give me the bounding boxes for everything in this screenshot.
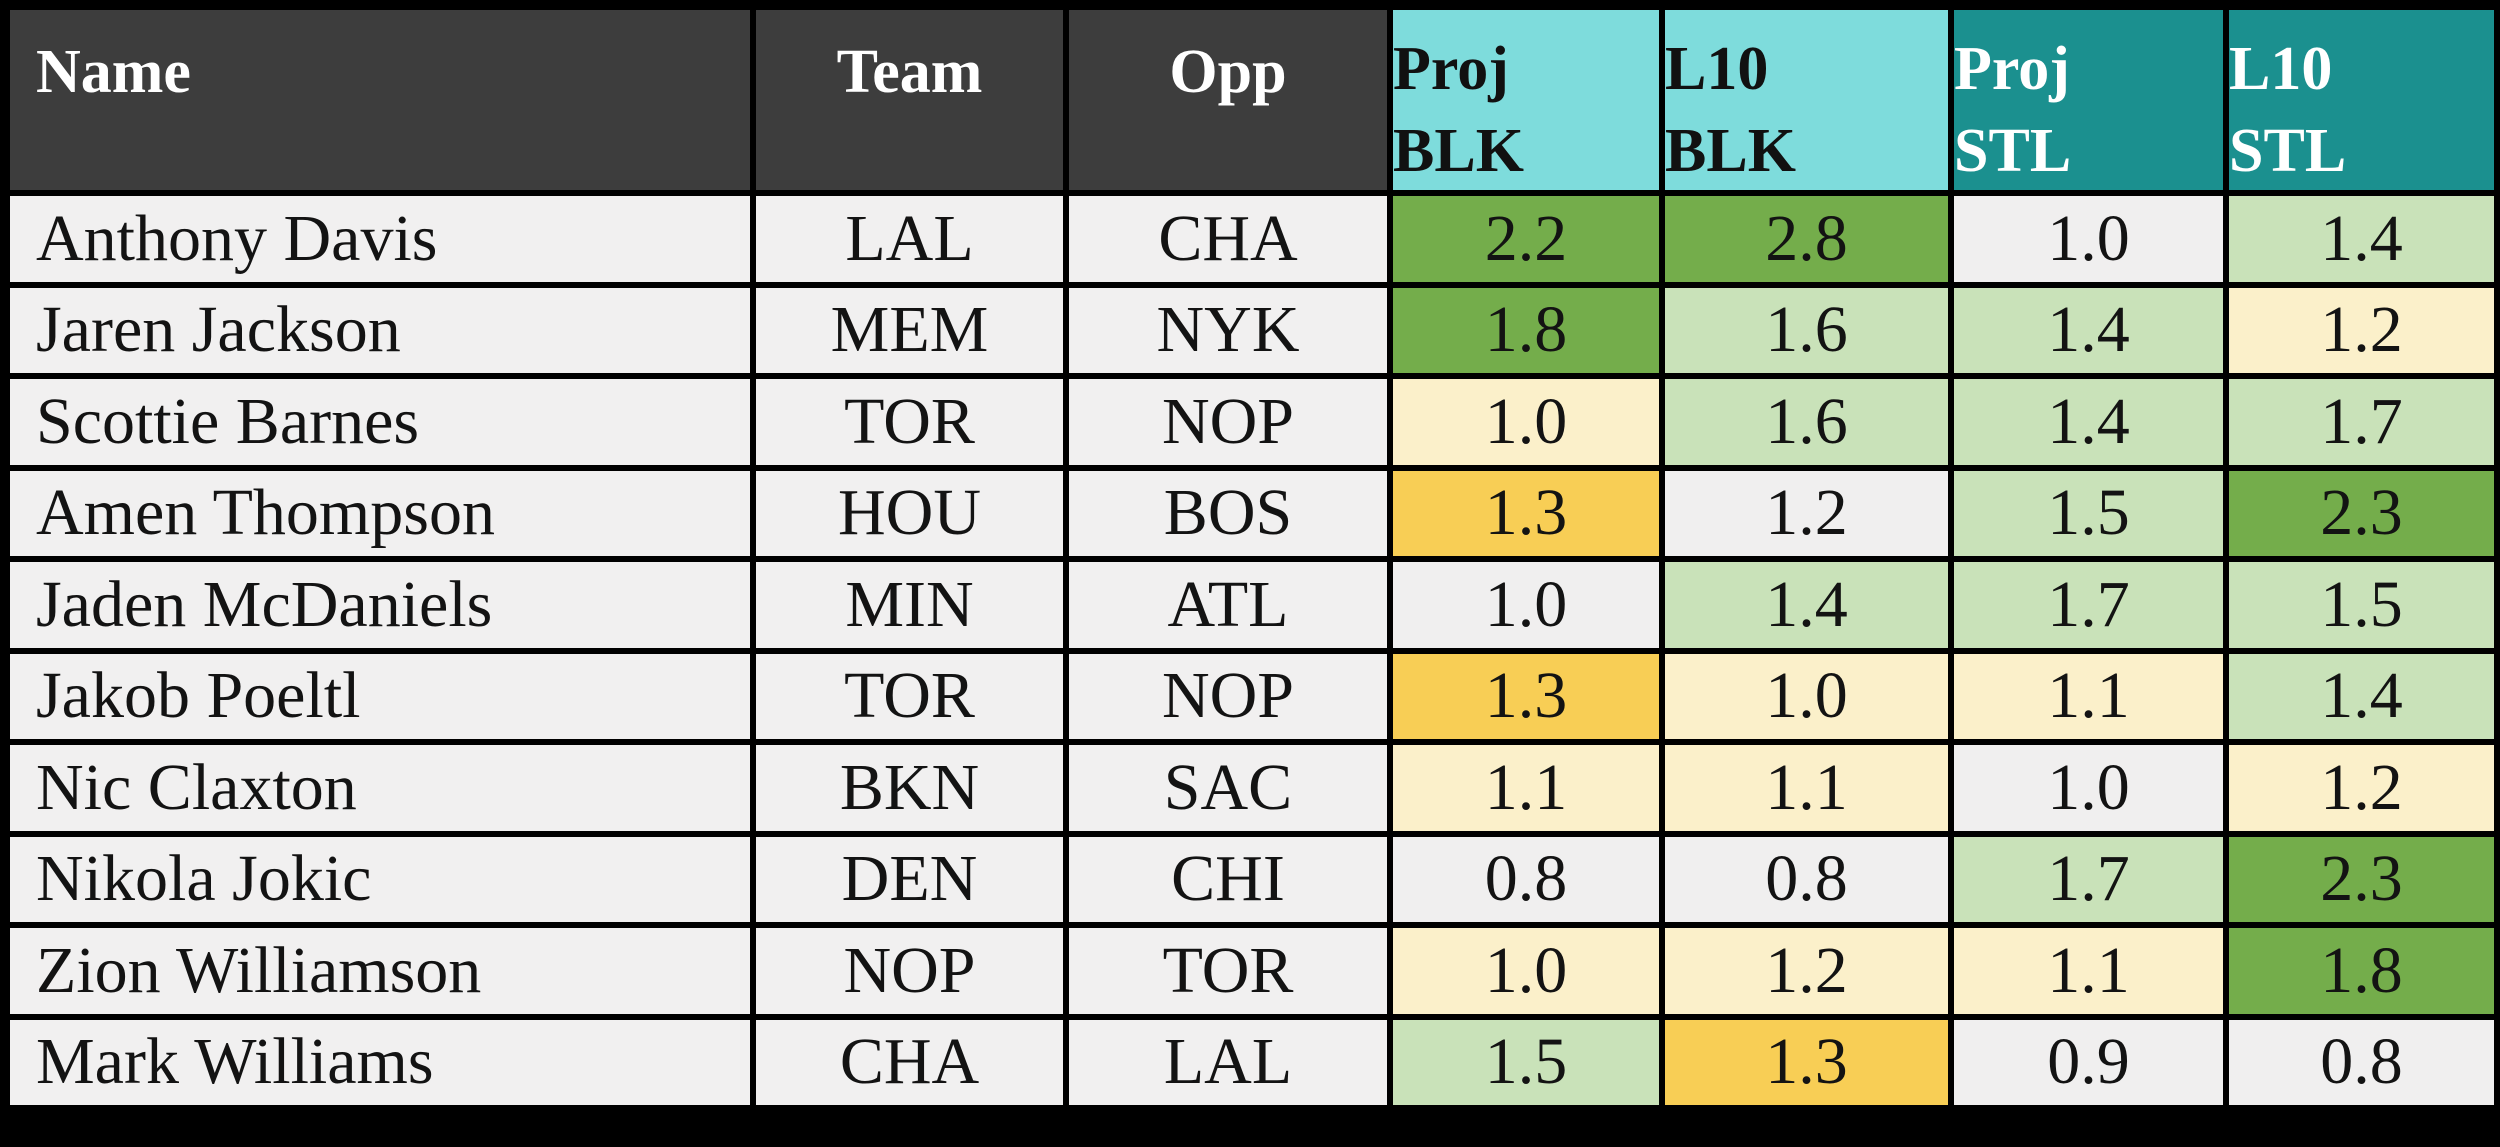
player-name-cell: Amen Thompson	[10, 470, 750, 556]
stat-cell: 1.0	[1954, 196, 2223, 282]
stat-cell: 1.1	[1954, 653, 2223, 739]
column-header-line: STL	[1954, 117, 2072, 185]
column-header-line: L10	[1665, 35, 1769, 104]
column-header-l10-blk: L10 BLK	[1665, 10, 1948, 190]
stat-cell: 1.8	[2229, 928, 2494, 1014]
stat-cell: 1.1	[1665, 745, 1948, 831]
player-name-cell: Mark Williams	[10, 1019, 750, 1105]
column-header-line: Proj	[1393, 35, 1509, 104]
team-cell: LAL	[756, 196, 1063, 282]
stat-cell: 1.7	[1954, 562, 2223, 648]
stat-cell: 0.8	[2229, 1019, 2494, 1105]
stat-cell: 1.0	[1954, 745, 2223, 831]
team-cell: HOU	[756, 470, 1063, 556]
opp-cell: TOR	[1069, 928, 1387, 1014]
column-header-l10-stl: L10 STL	[2229, 10, 2494, 190]
stat-cell: 0.9	[1954, 1019, 2223, 1105]
stat-cell: 2.8	[1665, 196, 1948, 282]
column-header-line: BLK	[1665, 117, 1796, 185]
stat-cell: 1.3	[1393, 470, 1659, 556]
opp-cell: CHA	[1069, 196, 1387, 282]
stat-cell: 1.0	[1393, 379, 1659, 465]
stat-cell: 2.3	[2229, 836, 2494, 922]
column-header-line: STL	[2229, 117, 2347, 185]
column-header-opp: Opp	[1069, 10, 1387, 190]
stat-cell: 1.6	[1665, 287, 1948, 373]
opp-cell: BOS	[1069, 470, 1387, 556]
stat-cell: 1.5	[2229, 562, 2494, 648]
column-header-line: Proj	[1954, 35, 2070, 104]
opp-cell: LAL	[1069, 1019, 1387, 1105]
stat-cell: 1.6	[1665, 379, 1948, 465]
stat-cell: 0.8	[1665, 836, 1948, 922]
player-name-cell: Anthony Davis	[10, 196, 750, 282]
team-cell: TOR	[756, 653, 1063, 739]
stat-cell: 1.0	[1393, 562, 1659, 648]
player-name-cell: Jakob Poeltl	[10, 653, 750, 739]
stat-cell: 1.2	[1665, 928, 1948, 1014]
stats-table-wrap: Name Team Opp Proj BLK L10 BLK Proj STL …	[10, 10, 2494, 1105]
stat-cell: 1.5	[1393, 1019, 1659, 1105]
opp-cell: ATL	[1069, 562, 1387, 648]
player-name-cell: Jaden McDaniels	[10, 562, 750, 648]
stat-cell: 1.0	[1393, 928, 1659, 1014]
stat-cell: 2.2	[1393, 196, 1659, 282]
stat-cell: 1.3	[1393, 653, 1659, 739]
player-name-cell: Scottie Barnes	[10, 379, 750, 465]
stat-cell: 1.4	[2229, 653, 2494, 739]
opp-cell: NOP	[1069, 653, 1387, 739]
stat-cell: 1.8	[1393, 287, 1659, 373]
team-cell: MEM	[756, 287, 1063, 373]
player-name-cell: Nikola Jokic	[10, 836, 750, 922]
column-header-team: Team	[756, 10, 1063, 190]
player-name-cell: Zion Williamson	[10, 928, 750, 1014]
stat-cell: 1.4	[1954, 287, 2223, 373]
stat-cell: 1.1	[1954, 928, 2223, 1014]
stat-cell: 1.4	[2229, 196, 2494, 282]
opp-cell: NOP	[1069, 379, 1387, 465]
opp-cell: NYK	[1069, 287, 1387, 373]
opp-cell: CHI	[1069, 836, 1387, 922]
stat-cell: 1.2	[2229, 287, 2494, 373]
column-header-proj-stl: Proj STL	[1954, 10, 2223, 190]
team-cell: NOP	[756, 928, 1063, 1014]
stat-cell: 1.2	[2229, 745, 2494, 831]
player-stats-table: Name Team Opp Proj BLK L10 BLK Proj STL …	[10, 10, 2494, 1105]
stat-cell: 1.4	[1954, 379, 2223, 465]
team-cell: MIN	[756, 562, 1063, 648]
column-header-line: BLK	[1393, 117, 1524, 185]
opp-cell: SAC	[1069, 745, 1387, 831]
team-cell: CHA	[756, 1019, 1063, 1105]
column-header-proj-blk: Proj BLK	[1393, 10, 1659, 190]
column-header-name: Name	[10, 10, 750, 190]
player-name-cell: Nic Claxton	[10, 745, 750, 831]
stat-cell: 1.0	[1665, 653, 1948, 739]
stat-cell: 1.4	[1665, 562, 1948, 648]
stat-cell: 1.3	[1665, 1019, 1948, 1105]
team-cell: TOR	[756, 379, 1063, 465]
team-cell: BKN	[756, 745, 1063, 831]
player-name-cell: Jaren Jackson	[10, 287, 750, 373]
stat-cell: 2.3	[2229, 470, 2494, 556]
stat-cell: 0.8	[1393, 836, 1659, 922]
stat-cell: 1.7	[1954, 836, 2223, 922]
stat-cell: 1.1	[1393, 745, 1659, 831]
stat-cell: 1.2	[1665, 470, 1948, 556]
team-cell: DEN	[756, 836, 1063, 922]
column-header-line: L10	[2229, 35, 2333, 104]
stat-cell: 1.5	[1954, 470, 2223, 556]
stat-cell: 1.7	[2229, 379, 2494, 465]
